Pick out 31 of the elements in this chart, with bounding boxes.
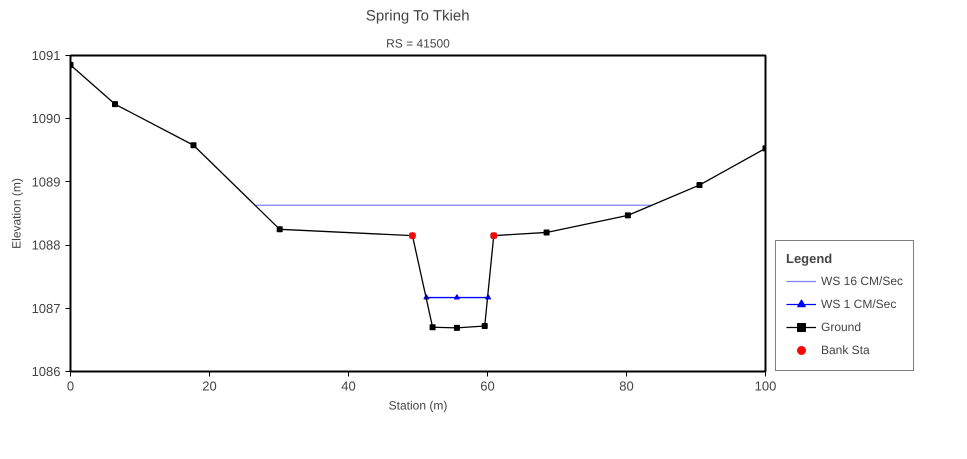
point	[190, 142, 197, 148]
y-tick-label: 1090	[32, 111, 60, 126]
y-tick-label: 1087	[32, 300, 60, 316]
legend-title: Legend	[786, 251, 834, 266]
y-axis-title: Elevation (m)	[10, 178, 24, 249]
point	[544, 229, 550, 236]
x-tick-label: 40	[341, 378, 356, 394]
point	[276, 226, 283, 232]
point	[112, 101, 118, 108]
legend-label: WS 1 CM/Sec	[821, 297, 896, 311]
x-axis-title: Station (m)	[388, 398, 448, 412]
y-tick-label: 1089	[32, 174, 60, 190]
point	[454, 294, 460, 300]
x-tick-label: 100	[754, 378, 776, 394]
chart-title: Spring To Tkieh	[366, 8, 470, 24]
point	[430, 324, 436, 330]
point	[454, 324, 460, 331]
y-tick-label: 1088	[32, 238, 60, 253]
x-tick-label: 0	[66, 378, 74, 394]
y-tick-label: 1086	[32, 364, 60, 379]
x-tick-label: 60	[480, 378, 495, 394]
x-tick-label: 80	[619, 378, 634, 394]
legend-label: Bank Sta	[821, 343, 870, 357]
point	[482, 322, 488, 329]
legend-label: Ground	[821, 320, 862, 334]
point	[696, 182, 702, 188]
chart-subtitle: RS = 41500	[386, 36, 450, 50]
point	[624, 212, 631, 218]
x-tick-label: 20	[202, 378, 217, 394]
legend-label: WS 16 CM/Sec	[821, 274, 904, 288]
y-tick-label: 1091	[32, 48, 60, 63]
